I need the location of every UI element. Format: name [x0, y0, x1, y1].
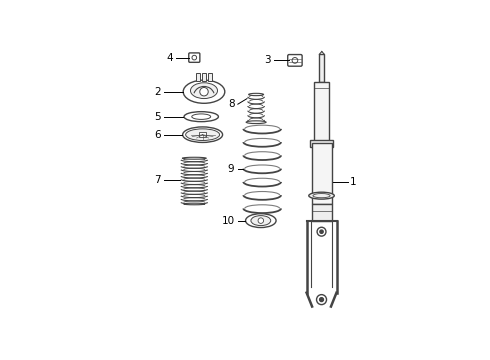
Ellipse shape — [182, 157, 206, 159]
Circle shape — [317, 227, 326, 236]
FancyBboxPatch shape — [319, 54, 324, 82]
Text: 7: 7 — [154, 175, 161, 185]
Circle shape — [317, 294, 326, 305]
Ellipse shape — [245, 214, 276, 228]
Text: 10: 10 — [221, 216, 235, 226]
Text: 8: 8 — [228, 99, 235, 109]
Text: 2: 2 — [154, 87, 161, 97]
Circle shape — [320, 230, 323, 233]
Ellipse shape — [186, 129, 220, 140]
Ellipse shape — [183, 80, 225, 103]
Circle shape — [319, 298, 323, 302]
FancyBboxPatch shape — [310, 140, 333, 147]
Circle shape — [292, 58, 298, 63]
Circle shape — [200, 87, 208, 96]
Text: 9: 9 — [228, 164, 235, 174]
Text: 1: 1 — [349, 177, 356, 187]
Ellipse shape — [251, 216, 271, 226]
Circle shape — [258, 218, 264, 223]
FancyBboxPatch shape — [196, 73, 200, 81]
FancyBboxPatch shape — [312, 143, 332, 204]
Text: 6: 6 — [154, 130, 161, 140]
Text: 3: 3 — [265, 55, 271, 66]
Ellipse shape — [313, 194, 330, 198]
Ellipse shape — [191, 83, 218, 99]
Text: 4: 4 — [167, 53, 173, 63]
FancyBboxPatch shape — [288, 55, 302, 66]
FancyBboxPatch shape — [208, 73, 212, 81]
Ellipse shape — [309, 192, 334, 199]
Text: 5: 5 — [154, 112, 161, 122]
Ellipse shape — [184, 203, 205, 205]
FancyBboxPatch shape — [199, 132, 206, 137]
FancyBboxPatch shape — [312, 204, 332, 221]
FancyBboxPatch shape — [314, 82, 329, 143]
Ellipse shape — [192, 114, 211, 120]
Ellipse shape — [184, 112, 219, 122]
FancyBboxPatch shape — [202, 73, 206, 81]
Ellipse shape — [246, 121, 266, 123]
Ellipse shape — [183, 127, 222, 143]
FancyBboxPatch shape — [189, 53, 200, 62]
Ellipse shape — [248, 93, 264, 96]
Circle shape — [192, 55, 196, 60]
